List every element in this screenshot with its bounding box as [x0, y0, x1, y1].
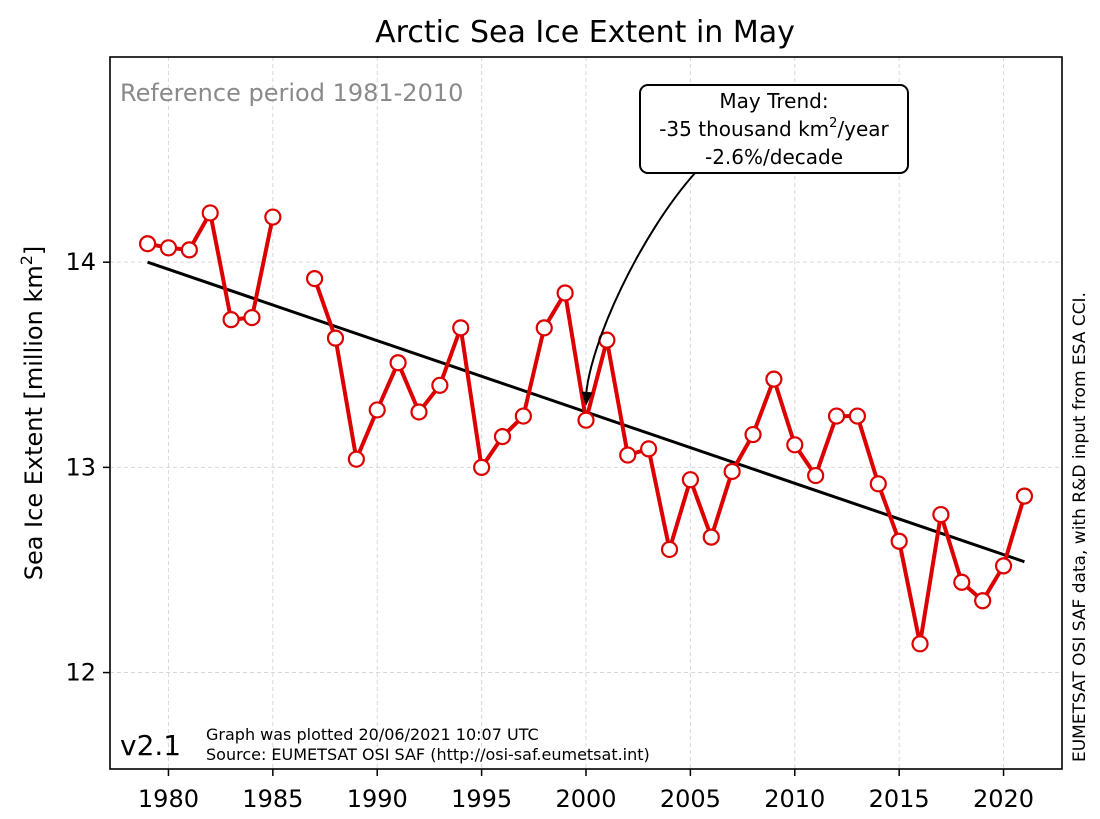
data-point — [410, 403, 428, 421]
trend-box-rate: -35 thousand km2/year — [659, 116, 889, 141]
reference-period-label: Reference period 1981-2010 — [120, 79, 463, 107]
data-point — [452, 319, 470, 337]
data-point — [201, 204, 219, 222]
trend-box-title: May Trend: — [719, 89, 828, 113]
data-point — [869, 475, 887, 493]
data-point — [431, 376, 449, 394]
data-point — [138, 235, 157, 253]
data-point — [890, 532, 908, 550]
data-point — [577, 411, 595, 429]
data-point — [932, 505, 950, 524]
x-tick-label: 1980 — [138, 785, 199, 813]
data-point — [786, 436, 804, 454]
data-point — [640, 440, 658, 458]
x-tick-label: 1990 — [347, 785, 408, 813]
y-tick-label: 13 — [65, 453, 96, 481]
data-point — [807, 466, 825, 485]
x-tick-label: 2005 — [660, 785, 721, 813]
side-credit-label: EUMETSAT OSI SAF data, with R&D input fr… — [1070, 292, 1090, 762]
version-label: v2.1 — [120, 729, 181, 762]
data-point — [765, 370, 783, 388]
data-point — [911, 635, 929, 653]
trend-box-decade: -2.6%/decade — [705, 145, 843, 169]
data-point — [305, 270, 324, 288]
trend-box — [639, 84, 909, 174]
data-point — [180, 241, 198, 259]
grid-lines — [110, 57, 1062, 769]
data-point — [264, 208, 282, 226]
data-point — [514, 407, 532, 425]
data-point — [326, 329, 345, 347]
x-tick-label: 2010 — [764, 785, 825, 813]
chart-title: Arctic Sea Ice Extent in May — [375, 15, 795, 50]
series-layer — [138, 204, 1034, 653]
data-point — [848, 407, 867, 425]
x-tick-label: 2015 — [869, 785, 930, 813]
x-tick-label: 2000 — [555, 785, 616, 813]
data-point — [681, 471, 699, 489]
trend-arrow — [585, 172, 696, 396]
data-point — [953, 573, 971, 591]
data-point — [222, 311, 240, 329]
x-axis: 1980 1985 1990 1995 2000 2005 2010 2015 2020 — [138, 769, 1034, 813]
data-point — [159, 239, 178, 257]
trend-arrow-head — [581, 391, 593, 406]
data-point — [702, 528, 720, 546]
y-tick-label: 14 — [65, 248, 96, 276]
data-point — [473, 458, 491, 476]
data-point — [347, 450, 365, 468]
data-point — [994, 557, 1013, 575]
data-point — [243, 308, 261, 327]
y-axis: 12 13 14 — [65, 248, 110, 687]
data-point — [389, 354, 407, 372]
data-point — [660, 540, 679, 559]
data-point — [556, 284, 574, 302]
data-point — [723, 462, 741, 481]
data-point — [619, 446, 637, 464]
plotted-date-label: Graph was plotted 20/06/2021 10:07 UTC — [206, 725, 539, 744]
x-tick-label: 2020 — [973, 785, 1034, 813]
data-point — [368, 401, 386, 419]
series-line — [147, 210, 275, 322]
x-tick-label: 1985 — [242, 785, 303, 813]
source-label: Source: EUMETSAT OSI SAF (http://osi-saf… — [206, 745, 650, 764]
series-line — [312, 277, 1027, 646]
data-point — [974, 592, 992, 610]
trend-annotation: May Trend: -35 thousand km2/year -2.6%/d… — [581, 84, 909, 406]
data-point — [1015, 487, 1034, 505]
y-tick-label: 12 — [65, 659, 96, 687]
x-tick-label: 1995 — [451, 785, 512, 813]
y-axis-title: Sea Ice Extent [million km2] — [17, 246, 48, 581]
data-point — [744, 425, 762, 444]
data-point — [535, 319, 553, 337]
data-point — [493, 427, 512, 446]
data-point — [827, 407, 846, 425]
